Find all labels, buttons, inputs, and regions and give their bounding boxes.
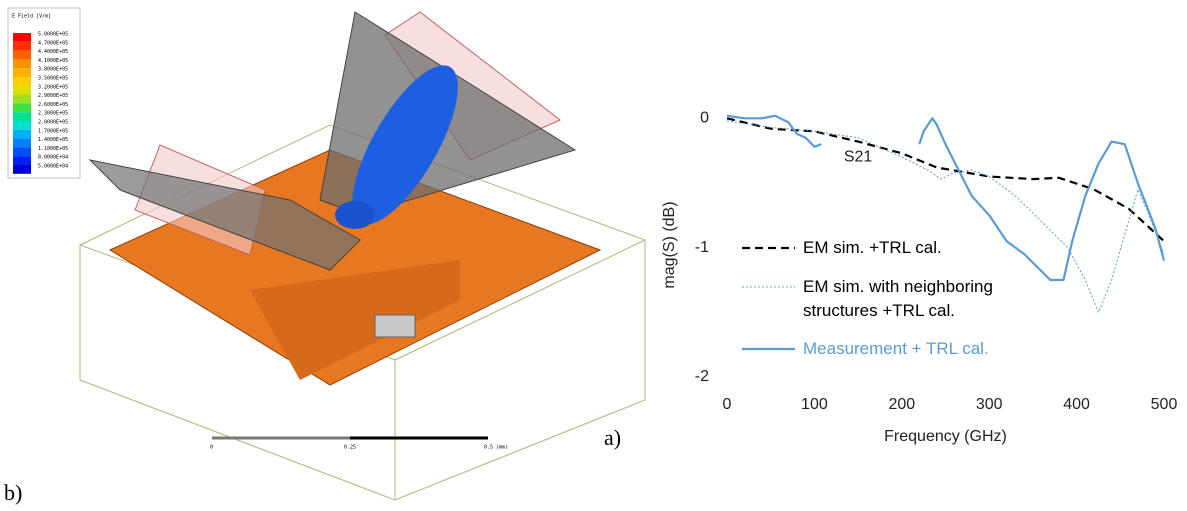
colorbar-swatch: [13, 103, 31, 113]
y-tick-label: -2: [695, 368, 709, 385]
legend-label: Measurement + TRL cal.: [803, 339, 989, 358]
colorbar-label: 2.3000E+05: [38, 111, 68, 117]
scale-label: 0.5 (mm): [484, 445, 508, 451]
field-blob: [352, 65, 458, 225]
colorbar-swatch: [13, 41, 31, 51]
series-line: [726, 120, 1165, 313]
colorbar-swatch: [13, 165, 31, 174]
x-tick-label: 100: [801, 396, 828, 413]
colorbar-label: 2.0000E+05: [38, 120, 68, 126]
box-wire: [79, 124, 646, 501]
colorbar-label: 4.4000E+05: [38, 49, 68, 55]
legend-label: EM sim. +TRL cal.: [803, 238, 942, 257]
colorbar-label: 8.0000E+04: [38, 155, 68, 161]
annotation: S21: [844, 148, 873, 165]
scale-label: 0: [210, 445, 213, 451]
colorbar-label: 2.9000E+05: [38, 93, 68, 99]
colorbar-swatch: [13, 85, 31, 95]
colorbar-swatch: [13, 94, 31, 104]
colorbar-swatch: [13, 68, 31, 77]
colorbar-swatch: [13, 33, 31, 42]
y-tick-label: 0: [700, 110, 709, 127]
colorbar-label: 5.0000E+05: [38, 32, 68, 38]
x-tick-label: 500: [1151, 396, 1178, 413]
legend-entry: Measurement + TRL cal.: [803, 339, 989, 358]
colorbar-title: E Field [V/m]: [12, 14, 51, 20]
legend-entry: EM sim. +TRL cal.: [803, 238, 942, 257]
x-tick-label: 200: [888, 396, 915, 413]
probe: [88, 159, 361, 271]
legend-entry: EM sim. with neighboring structures +TRL…: [803, 277, 993, 320]
x-tick-label: 0: [723, 396, 732, 413]
panel-label: a): [604, 425, 621, 450]
colorbar-label: 4.7000E+05: [38, 40, 68, 46]
pad: [374, 314, 416, 338]
colorbar-label: 4.1000E+05: [38, 58, 68, 64]
scale-label: 0.25: [344, 445, 356, 451]
y-tick-label: -1: [695, 239, 709, 256]
colorbar-swatch: [13, 129, 31, 139]
colorbar-label: 1.7000E+05: [38, 128, 68, 134]
colorbar-label: 3.2000E+05: [38, 84, 68, 90]
box-wire: [394, 239, 646, 361]
colorbar-label: 1.4000E+05: [38, 137, 68, 143]
colorbar-swatch: [13, 77, 31, 86]
y-axis-label: mag(S) (dB): [661, 201, 678, 288]
colorbar-swatch: [13, 112, 31, 121]
line-block: [250, 260, 460, 380]
colorbar-swatch: [13, 50, 31, 60]
colorbar-label: 3.8000E+05: [38, 67, 68, 73]
x-tick-label: 300: [976, 396, 1003, 413]
series-line: [726, 114, 1166, 282]
series-line: [726, 117, 1165, 243]
x-tick-label: 400: [1063, 396, 1090, 413]
colorbar-label: 5.0000E+04: [38, 164, 68, 170]
colorbar-swatch: [13, 138, 31, 148]
colorbar-label: 2.6000E+05: [38, 102, 68, 108]
colorbar-label: 1.1000E+05: [38, 146, 68, 152]
panel-label: b): [4, 480, 22, 505]
colorbar-swatch: [13, 156, 31, 165]
colorbar-swatch: [13, 147, 31, 157]
x-axis-label: Frequency (GHz): [884, 428, 1007, 445]
em-render: [79, 11, 646, 501]
colorbar-swatch: [13, 59, 31, 69]
colorbar-swatch: [13, 121, 31, 130]
colorbar-label: 3.5000E+05: [38, 76, 68, 82]
field-blob: [335, 201, 375, 229]
legend-label: EM sim. with neighboring structures +TRL…: [803, 277, 993, 320]
